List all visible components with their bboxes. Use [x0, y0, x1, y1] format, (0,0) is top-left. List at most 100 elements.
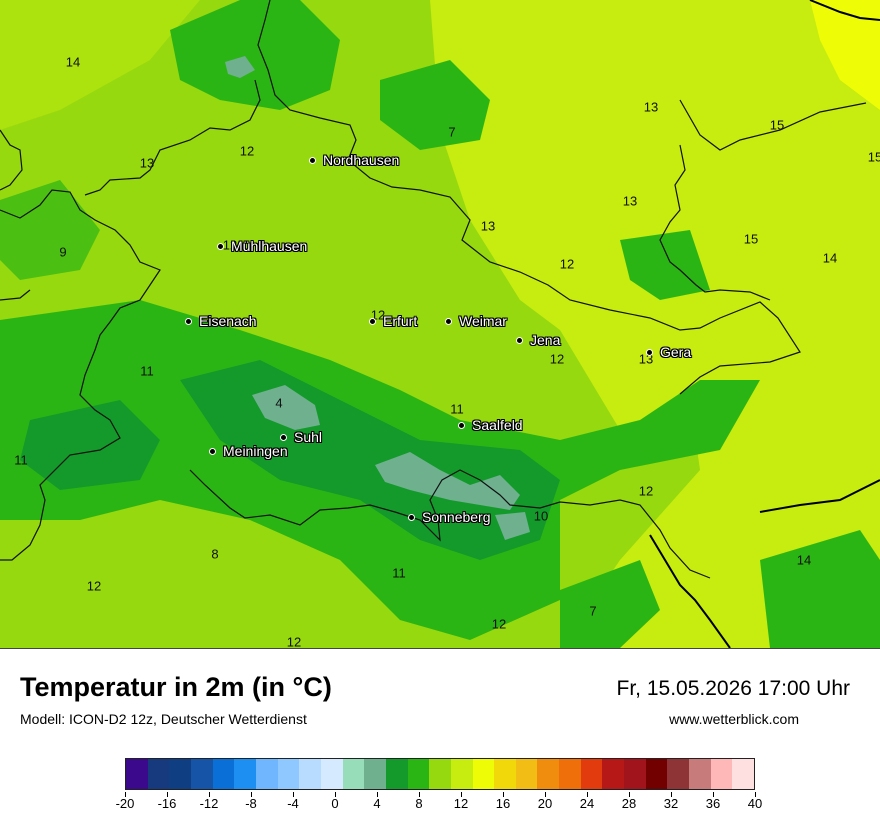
color-scale-tick-label: 16 — [495, 796, 511, 811]
city-dot — [516, 336, 523, 344]
temperature-map[interactable]: 14 12 13 7 13 15 15 13 13 9 12 15 12 14 … — [0, 0, 880, 649]
city-marker-gera[interactable]: Gera — [646, 344, 691, 360]
color-scale-tick-label: 28 — [621, 796, 637, 811]
color-scale-tick — [293, 792, 294, 797]
color-scale-swatch — [234, 759, 256, 789]
color-scale-swatch — [255, 759, 278, 789]
city-label: Jena — [530, 332, 561, 348]
model-info: Modell: ICON-D2 12z, Deutscher Wetterdie… — [20, 711, 307, 727]
temperature-label: 14 — [822, 250, 838, 266]
temperature-label: 9 — [59, 244, 67, 260]
city-marker-eisenach[interactable]: Eisenach — [185, 313, 257, 329]
city-marker-nordhausen[interactable]: Nordhausen — [309, 152, 399, 168]
temperature-field — [0, 0, 880, 648]
website-link[interactable]: www.wetterblick.com — [669, 711, 799, 727]
color-scale-swatch — [537, 759, 560, 789]
color-scale-tick — [125, 792, 126, 797]
color-scale-swatch — [299, 759, 321, 789]
city-dot — [185, 317, 192, 325]
city-marker-erfurt[interactable]: Erfurt — [369, 313, 417, 329]
city-dot — [209, 447, 216, 455]
color-scale-tick — [167, 792, 168, 797]
color-scale-swatch — [667, 759, 690, 789]
color-scale-tick-label: 32 — [663, 796, 679, 811]
color-scale-swatch — [407, 759, 430, 789]
temperature-label: 12 — [86, 578, 102, 594]
temperature-label: 12 — [286, 634, 302, 649]
map-title: Temperatur in 2m (in °C) — [20, 672, 332, 702]
city-label: Mühlhausen — [231, 238, 308, 254]
color-scale-tick — [251, 792, 252, 797]
temperature-label: 11 — [14, 452, 28, 468]
city-label: Suhl — [294, 429, 323, 445]
color-scale-ticks: -20 -16 -12 -8 -4 0 4 8 12 16 20 24 28 32 36 40 — [116, 792, 762, 812]
temperature-label: 15 — [769, 117, 785, 133]
temperature-label: 13 — [643, 99, 659, 115]
color-scale-swatch — [169, 759, 191, 789]
city-label: Sonneberg — [422, 509, 491, 525]
color-scale-tick-label: 40 — [747, 796, 763, 811]
temperature-label: 11 — [450, 401, 464, 417]
color-scale-tick — [713, 792, 714, 797]
city-dot — [309, 156, 316, 164]
color-scale-swatch — [732, 759, 755, 789]
color-scale-swatch — [147, 759, 170, 789]
temperature-label: 13 — [622, 193, 638, 209]
temperature-label: 15 — [743, 231, 759, 247]
color-scale-swatch — [580, 759, 603, 789]
city-marker-meiningen[interactable]: Meiningen — [209, 443, 288, 459]
city-dot — [217, 242, 224, 250]
city-dot — [280, 433, 287, 441]
color-scale-swatch — [710, 759, 733, 789]
city-label: Gera — [660, 344, 692, 360]
color-scale-tick-label: -8 — [245, 796, 257, 811]
temperature-label: 12 — [491, 616, 507, 632]
color-scale-tick — [545, 792, 546, 797]
color-scale-tick-label: 24 — [579, 796, 595, 811]
color-scale-tick-label: -4 — [287, 796, 299, 811]
city-marker-suhl[interactable]: Suhl — [280, 429, 322, 445]
color-scale-tick — [587, 792, 588, 797]
color-scale-swatch — [645, 759, 668, 789]
temperature-label: 12 — [638, 483, 654, 499]
temperature-label: 14 — [65, 54, 81, 70]
city-label: Meiningen — [223, 443, 288, 459]
temperature-label: 14 — [796, 552, 812, 568]
color-scale-legend — [125, 758, 755, 790]
city-marker-saalfeld[interactable]: Saalfeld — [458, 417, 523, 433]
color-scale-tick — [503, 792, 504, 797]
city-marker-sonneberg[interactable]: Sonneberg — [408, 509, 491, 525]
temperature-label: 12 — [559, 256, 575, 272]
color-scale-swatch — [602, 759, 625, 789]
city-label: Nordhausen — [323, 152, 400, 168]
city-dot — [408, 513, 415, 521]
color-scale-swatch — [494, 759, 516, 789]
color-scale-tick — [209, 792, 210, 797]
city-marker-muehlhausen[interactable]: Mühlhausen — [217, 238, 307, 254]
color-scale-swatch — [559, 759, 581, 789]
city-marker-weimar[interactable]: Weimar — [445, 313, 507, 329]
city-label: Saalfeld — [472, 417, 523, 433]
color-scale-swatch — [385, 759, 408, 789]
city-marker-jena[interactable]: Jena — [516, 332, 560, 348]
color-scale-swatch — [515, 759, 538, 789]
color-scale-tick — [671, 792, 672, 797]
color-scale-swatch — [429, 759, 451, 789]
color-scale-swatch — [320, 759, 343, 789]
color-scale-tick-label: 0 — [331, 796, 339, 811]
city-label: Erfurt — [383, 313, 418, 329]
color-scale-swatch — [364, 759, 386, 789]
color-scale-tick-label: -16 — [157, 796, 177, 811]
color-scale-swatch — [342, 759, 365, 789]
color-scale-tick — [755, 792, 756, 797]
color-scale-tick-label: 36 — [705, 796, 721, 811]
color-scale-swatch — [126, 759, 148, 789]
city-label: Weimar — [459, 313, 507, 329]
temperature-label: 13 — [480, 218, 496, 234]
temperature-label: 10 — [533, 508, 549, 524]
color-scale-tick — [335, 792, 336, 797]
color-scale-tick-label: 20 — [537, 796, 553, 811]
color-scale-tick-label: -12 — [199, 796, 219, 811]
color-scale-swatch — [212, 759, 235, 789]
city-dot — [458, 421, 465, 429]
